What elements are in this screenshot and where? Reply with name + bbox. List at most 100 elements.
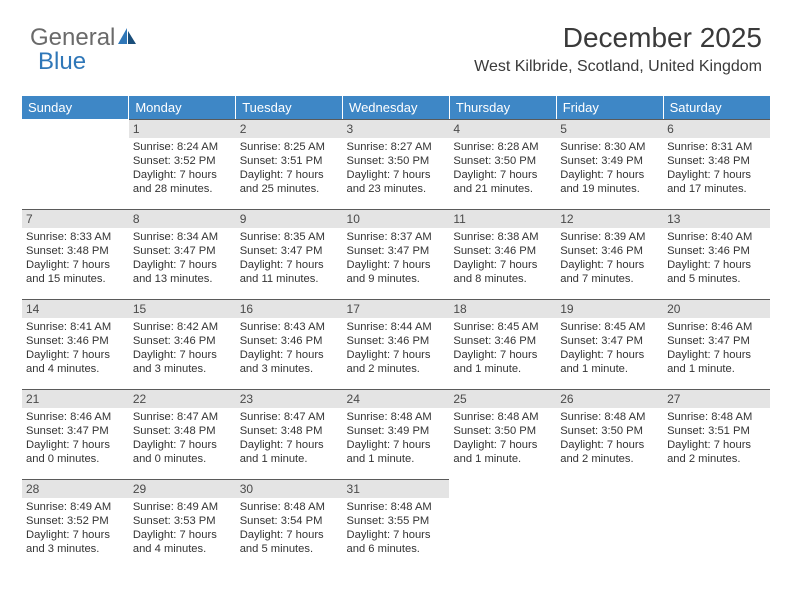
calendar-cell: 15Sunrise: 8:42 AMSunset: 3:46 PMDayligh… xyxy=(129,299,236,389)
daylight-line: Daylight: 7 hours and 3 minutes. xyxy=(240,348,339,376)
day-details: Sunrise: 8:46 AMSunset: 3:47 PMDaylight:… xyxy=(26,410,125,466)
daylight-line: Daylight: 7 hours and 1 minute. xyxy=(240,438,339,466)
calendar-row: 7 Sunrise: 8:33 AMSunset: 3:48 PMDaylight… xyxy=(22,209,770,299)
day-details: Sunrise: 8:47 AMSunset: 3:48 PMDaylight:… xyxy=(240,410,339,466)
daylight-line: Daylight: 7 hours and 3 minutes. xyxy=(26,528,125,556)
daylight-line: Daylight: 7 hours and 1 minute. xyxy=(667,348,766,376)
day-details: Sunrise: 8:48 AMSunset: 3:50 PMDaylight:… xyxy=(453,410,552,466)
calendar-cell: 13 Sunrise: 8:40 AMSunset: 3:46 PMDayligh… xyxy=(663,209,770,299)
day-details: Sunrise: 8:48 AMSunset: 3:50 PMDaylight:… xyxy=(560,410,659,466)
calendar-cell: 25 Sunrise: 8:48 AMSunset: 3:50 PMDayligh… xyxy=(449,389,556,479)
calendar-body: 1Sunrise: 8:24 AMSunset: 3:52 PMDaylight… xyxy=(22,119,770,569)
sunset-line: Sunset: 3:53 PM xyxy=(133,514,232,528)
sunset-line: Sunset: 3:46 PM xyxy=(667,244,766,258)
calendar-cell: 19 Sunrise: 8:45 AMSunset: 3:47 PMDayligh… xyxy=(556,299,663,389)
sunrise-line: Sunrise: 8:37 AM xyxy=(347,230,446,244)
weekday-header: Friday xyxy=(556,96,663,119)
sunrise-line: Sunrise: 8:49 AM xyxy=(26,500,125,514)
sunrise-line: Sunrise: 8:39 AM xyxy=(560,230,659,244)
day-details: Sunrise: 8:39 AMSunset: 3:46 PMDaylight:… xyxy=(560,230,659,286)
daylight-line: Daylight: 7 hours and 8 minutes. xyxy=(453,258,552,286)
day-details: Sunrise: 8:49 AMSunset: 3:52 PMDaylight:… xyxy=(26,500,125,556)
calendar-cell: 22Sunrise: 8:47 AMSunset: 3:48 PMDayligh… xyxy=(129,389,236,479)
sunset-line: Sunset: 3:52 PM xyxy=(26,514,125,528)
daylight-line: Daylight: 7 hours and 2 minutes. xyxy=(667,438,766,466)
calendar-cell: 12 Sunrise: 8:39 AMSunset: 3:46 PMDayligh… xyxy=(556,209,663,299)
sunrise-line: Sunrise: 8:30 AM xyxy=(560,140,659,154)
location: West Kilbride, Scotland, United Kingdom xyxy=(474,58,762,76)
day-details: Sunrise: 8:30 AMSunset: 3:49 PMDaylight:… xyxy=(560,140,659,196)
sunset-line: Sunset: 3:46 PM xyxy=(453,244,552,258)
sunrise-line: Sunrise: 8:40 AM xyxy=(667,230,766,244)
sunrise-line: Sunrise: 8:27 AM xyxy=(347,140,446,154)
daylight-line: Daylight: 7 hours and 1 minute. xyxy=(453,438,552,466)
daylight-line: Daylight: 7 hours and 0 minutes. xyxy=(26,438,125,466)
day-number: 31 xyxy=(343,479,450,498)
calendar-table: Sunday Monday Tuesday Wednesday Thursday… xyxy=(22,96,770,569)
sunset-line: Sunset: 3:46 PM xyxy=(240,334,339,348)
daylight-line: Daylight: 7 hours and 23 minutes. xyxy=(347,168,446,196)
day-number: 18 xyxy=(449,299,556,318)
logo-sail-icon xyxy=(117,27,137,45)
daylight-line: Daylight: 7 hours and 15 minutes. xyxy=(26,258,125,286)
calendar-cell: 8Sunrise: 8:34 AMSunset: 3:47 PMDaylight… xyxy=(129,209,236,299)
daylight-line: Daylight: 7 hours and 25 minutes. xyxy=(240,168,339,196)
day-details: Sunrise: 8:48 AMSunset: 3:55 PMDaylight:… xyxy=(347,500,446,556)
sunset-line: Sunset: 3:51 PM xyxy=(240,154,339,168)
day-number: 7 xyxy=(22,209,129,228)
day-number: 21 xyxy=(22,389,129,408)
day-number: 13 xyxy=(663,209,770,228)
sunrise-line: Sunrise: 8:42 AM xyxy=(133,320,232,334)
day-details: Sunrise: 8:45 AMSunset: 3:46 PMDaylight:… xyxy=(453,320,552,376)
calendar-cell: 3Sunrise: 8:27 AMSunset: 3:50 PMDaylight… xyxy=(343,119,450,209)
day-number: 25 xyxy=(449,389,556,408)
sunset-line: Sunset: 3:46 PM xyxy=(453,334,552,348)
sunrise-line: Sunrise: 8:48 AM xyxy=(453,410,552,424)
sunrise-line: Sunrise: 8:48 AM xyxy=(667,410,766,424)
calendar-cell: 31 Sunrise: 8:48 AMSunset: 3:55 PMDayligh… xyxy=(343,479,450,569)
calendar-cell: 17Sunrise: 8:44 AMSunset: 3:46 PMDayligh… xyxy=(343,299,450,389)
weekday-header: Tuesday xyxy=(236,96,343,119)
day-details: Sunrise: 8:45 AMSunset: 3:47 PMDaylight:… xyxy=(560,320,659,376)
daylight-line: Daylight: 7 hours and 7 minutes. xyxy=(560,258,659,286)
sunset-line: Sunset: 3:48 PM xyxy=(667,154,766,168)
day-details: Sunrise: 8:35 AMSunset: 3:47 PMDaylight:… xyxy=(240,230,339,286)
calendar-row: 1Sunrise: 8:24 AMSunset: 3:52 PMDaylight… xyxy=(22,119,770,209)
sunset-line: Sunset: 3:49 PM xyxy=(347,424,446,438)
day-number: 22 xyxy=(129,389,236,408)
sunset-line: Sunset: 3:48 PM xyxy=(133,424,232,438)
sunset-line: Sunset: 3:51 PM xyxy=(667,424,766,438)
day-number: 6 xyxy=(663,119,770,138)
daylight-line: Daylight: 7 hours and 3 minutes. xyxy=(133,348,232,376)
daylight-line: Daylight: 7 hours and 17 minutes. xyxy=(667,168,766,196)
weekday-header-row: Sunday Monday Tuesday Wednesday Thursday… xyxy=(22,96,770,119)
sunrise-line: Sunrise: 8:48 AM xyxy=(347,410,446,424)
daylight-line: Daylight: 7 hours and 13 minutes. xyxy=(133,258,232,286)
sunset-line: Sunset: 3:46 PM xyxy=(26,334,125,348)
sunrise-line: Sunrise: 8:48 AM xyxy=(347,500,446,514)
daylight-line: Daylight: 7 hours and 0 minutes. xyxy=(133,438,232,466)
sunrise-line: Sunrise: 8:38 AM xyxy=(453,230,552,244)
day-number: 10 xyxy=(343,209,450,228)
day-details: Sunrise: 8:44 AMSunset: 3:46 PMDaylight:… xyxy=(347,320,446,376)
day-details: Sunrise: 8:38 AMSunset: 3:46 PMDaylight:… xyxy=(453,230,552,286)
daylight-line: Daylight: 7 hours and 6 minutes. xyxy=(347,528,446,556)
daylight-line: Daylight: 7 hours and 2 minutes. xyxy=(560,438,659,466)
sunset-line: Sunset: 3:47 PM xyxy=(667,334,766,348)
daylight-line: Daylight: 7 hours and 4 minutes. xyxy=(133,528,232,556)
daylight-line: Daylight: 7 hours and 11 minutes. xyxy=(240,258,339,286)
sunrise-line: Sunrise: 8:46 AM xyxy=(667,320,766,334)
sunrise-line: Sunrise: 8:33 AM xyxy=(26,230,125,244)
day-details: Sunrise: 8:24 AMSunset: 3:52 PMDaylight:… xyxy=(133,140,232,196)
day-details: Sunrise: 8:37 AMSunset: 3:47 PMDaylight:… xyxy=(347,230,446,286)
day-number: 16 xyxy=(236,299,343,318)
day-number: 30 xyxy=(236,479,343,498)
sunrise-line: Sunrise: 8:34 AM xyxy=(133,230,232,244)
day-number: 19 xyxy=(556,299,663,318)
sunrise-line: Sunrise: 8:28 AM xyxy=(453,140,552,154)
day-details: Sunrise: 8:40 AMSunset: 3:46 PMDaylight:… xyxy=(667,230,766,286)
day-details: Sunrise: 8:33 AMSunset: 3:48 PMDaylight:… xyxy=(26,230,125,286)
sunrise-line: Sunrise: 8:48 AM xyxy=(560,410,659,424)
day-number: 12 xyxy=(556,209,663,228)
day-number: 24 xyxy=(343,389,450,408)
